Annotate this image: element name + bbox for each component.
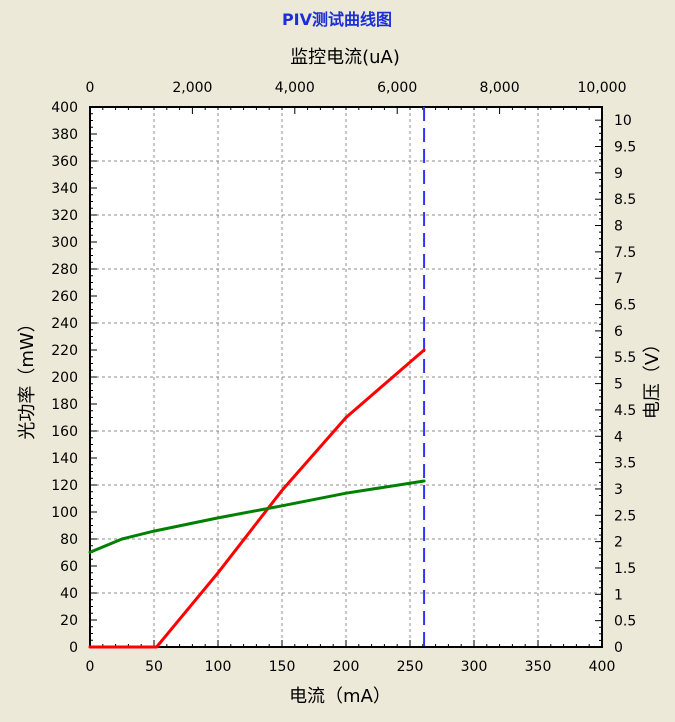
y2-tick-label: 0	[614, 640, 623, 656]
y-tick-label: 340	[51, 181, 78, 197]
y2-tick-label: 0.5	[614, 614, 636, 630]
x2-tick-label: 6,000	[377, 80, 417, 96]
y-tick-label: 320	[51, 208, 78, 224]
y2-tick-label: 5.5	[614, 350, 636, 366]
series-layer	[88, 107, 426, 649]
chart-title: PIV测试曲线图	[282, 10, 392, 29]
y2-tick-label: 8.5	[614, 192, 636, 208]
x2-tick-label: 10,000	[578, 80, 627, 96]
y-tick-label: 200	[51, 370, 78, 386]
y2-tick-label: 6	[614, 324, 623, 340]
x-tick-label: 250	[397, 659, 424, 675]
x-tick-label: 50	[145, 659, 163, 675]
y-tick-label: 140	[51, 451, 78, 467]
y-tick-label: 0	[69, 640, 78, 656]
y2-tick-label: 6.5	[614, 298, 636, 314]
y-tick-label: 220	[51, 343, 78, 359]
y2-tick-label: 5	[614, 377, 623, 393]
y-tick-label: 60	[60, 559, 78, 575]
y2-tick-label: 10	[614, 113, 632, 129]
x-tick-label: 200	[333, 659, 360, 675]
y-tick-label: 20	[60, 613, 78, 629]
y2-tick-label: 3	[614, 482, 623, 498]
y-tick-label: 240	[51, 316, 78, 332]
x2-tick-label: 8,000	[480, 80, 520, 96]
y2-tick-label: 2	[614, 535, 623, 551]
y-tick-label: 380	[51, 127, 78, 143]
y2-tick-label: 4.5	[614, 403, 636, 419]
y2-tick-label: 3.5	[614, 456, 636, 472]
x-tick-label: 300	[461, 659, 488, 675]
y2-tick-label: 2.5	[614, 508, 636, 524]
x-tick-label: 100	[205, 659, 232, 675]
y-tick-label: 80	[60, 532, 78, 548]
x2-axis-label: 监控电流(uA)	[290, 47, 400, 68]
y2-tick-label: 7.5	[614, 245, 636, 261]
y2-tick-label: 4	[614, 429, 623, 445]
x-tick-label: 400	[589, 659, 616, 675]
y2-tick-label: 8	[614, 219, 623, 235]
y-tick-label: 280	[51, 262, 78, 278]
x-axis-label: 电流（mA）	[289, 686, 391, 707]
y-tick-label: 300	[51, 235, 78, 251]
x2-tick-label: 2,000	[172, 80, 212, 96]
y-tick-label: 160	[51, 424, 78, 440]
y-tick-label: 100	[51, 505, 78, 521]
x-tick-label: 350	[525, 659, 552, 675]
y2-tick-label: 1	[614, 587, 623, 603]
y-tick-label: 120	[51, 478, 78, 494]
y-tick-label: 260	[51, 289, 78, 305]
x-tick-label: 0	[86, 659, 95, 675]
series-line-1	[88, 348, 426, 649]
y2-axis-label: 电压（V）	[642, 335, 663, 419]
x2-tick-label: 4,000	[275, 80, 315, 96]
y2-tick-label: 7	[614, 271, 623, 287]
y-tick-label: 40	[60, 586, 78, 602]
y2-tick-label: 9	[614, 166, 623, 182]
y-axis-label: 光功率（mW）	[17, 314, 38, 439]
x2-tick-label: 0	[86, 80, 95, 96]
series-line-2	[88, 479, 426, 554]
y-tick-label: 180	[51, 397, 78, 413]
grid-layer	[90, 107, 602, 647]
x-tick-label: 150	[269, 659, 296, 675]
y2-tick-label: 1.5	[614, 561, 636, 577]
y-tick-label: 360	[51, 154, 78, 170]
y2-tick-label: 9.5	[614, 140, 636, 156]
y-tick-label: 400	[51, 100, 78, 116]
